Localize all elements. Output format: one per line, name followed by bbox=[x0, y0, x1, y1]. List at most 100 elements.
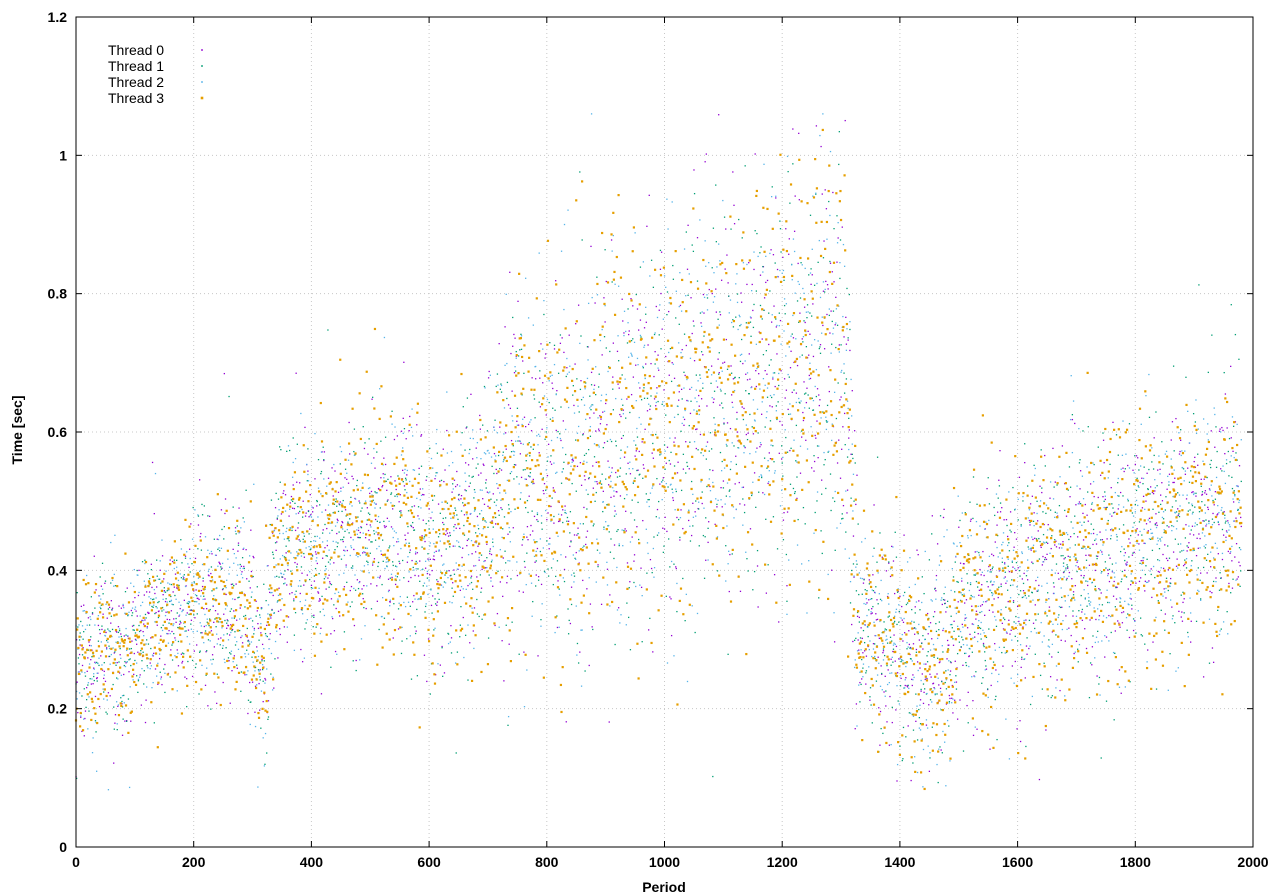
scatter-point bbox=[314, 432, 316, 435]
scatter-point bbox=[519, 453, 522, 455]
scatter-point bbox=[954, 699, 956, 701]
scatter-point bbox=[506, 582, 508, 584]
scatter-point bbox=[659, 454, 661, 456]
scatter-point bbox=[106, 617, 108, 619]
scatter-point bbox=[1201, 493, 1204, 496]
scatter-point bbox=[1120, 580, 1122, 583]
scatter-point bbox=[487, 377, 490, 379]
scatter-point bbox=[793, 492, 796, 495]
scatter-point bbox=[617, 285, 620, 287]
scatter-point bbox=[495, 523, 497, 525]
scatter-point bbox=[108, 606, 111, 609]
scatter-point bbox=[595, 581, 597, 583]
scatter-point bbox=[93, 675, 95, 678]
scatter-point bbox=[1223, 511, 1225, 513]
scatter-point bbox=[622, 413, 625, 415]
scatter-point bbox=[490, 580, 492, 582]
scatter-point bbox=[744, 446, 746, 449]
scatter-point bbox=[575, 323, 577, 325]
scatter-point bbox=[1115, 434, 1118, 436]
scatter-point bbox=[562, 420, 564, 422]
scatter-point bbox=[432, 499, 434, 501]
scatter-point bbox=[808, 354, 810, 356]
scatter-point bbox=[253, 557, 255, 559]
scatter-point bbox=[183, 579, 185, 581]
scatter-point bbox=[1125, 563, 1127, 565]
scatter-point bbox=[426, 475, 428, 478]
scatter-point bbox=[591, 626, 593, 628]
scatter-point bbox=[174, 573, 177, 575]
scatter-point bbox=[823, 240, 825, 242]
scatter-point bbox=[505, 562, 507, 564]
scatter-point bbox=[400, 512, 402, 514]
scatter-point bbox=[434, 603, 437, 605]
scatter-point bbox=[350, 585, 353, 588]
scatter-point bbox=[658, 532, 660, 534]
scatter-point bbox=[1142, 483, 1144, 485]
scatter-point bbox=[1014, 660, 1016, 663]
scatter-point bbox=[206, 608, 208, 610]
scatter-point bbox=[785, 389, 788, 391]
scatter-point bbox=[647, 552, 649, 555]
scatter-point bbox=[925, 724, 928, 726]
scatter-point bbox=[636, 357, 639, 360]
scatter-point bbox=[456, 484, 459, 486]
scatter-point bbox=[588, 577, 590, 579]
scatter-point bbox=[626, 342, 629, 344]
scatter-point bbox=[1118, 622, 1120, 624]
scatter-point bbox=[648, 629, 650, 631]
scatter-point bbox=[476, 457, 478, 459]
scatter-point bbox=[223, 526, 226, 528]
scatter-point bbox=[324, 509, 327, 511]
scatter-point bbox=[705, 517, 707, 519]
scatter-point bbox=[961, 636, 963, 638]
scatter-point bbox=[1109, 557, 1111, 559]
scatter-point bbox=[710, 448, 713, 450]
scatter-point bbox=[952, 576, 955, 578]
scatter-point bbox=[781, 458, 783, 460]
scatter-point bbox=[468, 485, 470, 488]
scatter-point bbox=[485, 487, 487, 489]
scatter-point bbox=[483, 503, 486, 505]
scatter-point bbox=[725, 545, 727, 547]
scatter-point bbox=[250, 701, 252, 703]
scatter-point bbox=[1052, 447, 1054, 450]
scatter-point bbox=[563, 568, 566, 571]
scatter-point bbox=[690, 400, 692, 402]
scatter-point bbox=[705, 458, 707, 460]
scatter-point bbox=[176, 612, 178, 614]
scatter-point bbox=[537, 433, 540, 436]
scatter-point bbox=[1039, 544, 1042, 547]
scatter-point bbox=[620, 437, 623, 440]
scatter-point bbox=[99, 632, 101, 635]
scatter-point bbox=[1184, 537, 1187, 539]
scatter-point bbox=[1032, 622, 1035, 624]
scatter-point bbox=[411, 506, 413, 508]
scatter-point bbox=[1161, 522, 1164, 524]
scatter-point bbox=[1202, 676, 1205, 678]
scatter-point bbox=[271, 551, 274, 553]
scatter-point bbox=[529, 472, 532, 474]
scatter-point bbox=[787, 408, 789, 411]
scatter-point bbox=[98, 706, 101, 708]
scatter-point bbox=[471, 553, 473, 555]
scatter-point bbox=[548, 401, 550, 404]
scatter-point bbox=[373, 530, 375, 532]
scatter-point bbox=[295, 513, 297, 515]
scatter-point bbox=[1029, 703, 1032, 706]
scatter-point bbox=[474, 564, 477, 567]
scatter-point bbox=[886, 721, 888, 723]
scatter-point bbox=[996, 534, 999, 537]
scatter-point bbox=[1174, 538, 1177, 540]
scatter-point bbox=[422, 488, 424, 490]
scatter-point bbox=[316, 499, 318, 502]
scatter-point bbox=[1089, 483, 1092, 485]
scatter-point bbox=[967, 722, 969, 724]
scatter-point bbox=[406, 474, 408, 476]
scatter-point bbox=[836, 462, 839, 464]
scatter-point bbox=[884, 628, 886, 630]
scatter-point bbox=[940, 749, 942, 751]
scatter-point bbox=[905, 603, 908, 606]
scatter-point bbox=[230, 624, 232, 626]
scatter-point bbox=[560, 250, 563, 252]
